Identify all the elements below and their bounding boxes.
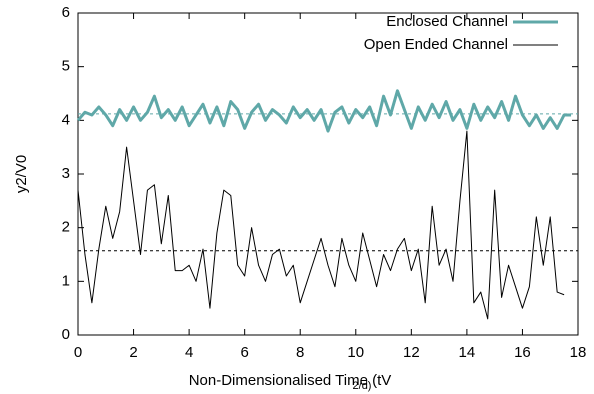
x-tick-label: 8	[296, 344, 304, 361]
x-tick-label: 2	[129, 344, 137, 361]
x-tick-label: 12	[403, 344, 420, 361]
y-tick-label: 1	[62, 272, 70, 289]
x-tick-label: 4	[185, 344, 193, 361]
series-line	[77, 130, 565, 320]
x-tick-label: 18	[570, 344, 587, 361]
x-tick-label: 14	[459, 344, 476, 361]
series-line	[76, 89, 572, 133]
x-tick-label: 6	[240, 344, 248, 361]
y-tick-label: 2	[62, 219, 70, 236]
y-axis-label: y2/V0	[13, 155, 30, 193]
x-axis-label: Non-Dimensionalised Time (tV	[189, 372, 392, 389]
x-tick-label: 10	[347, 344, 364, 361]
plot-frame	[77, 12, 579, 336]
x-axis-label-subscript: 2/d)	[353, 380, 372, 392]
y-tick-label: 0	[62, 326, 70, 343]
x-tick-label: 16	[514, 344, 531, 361]
y-tick-label: 6	[62, 4, 70, 21]
x-tick-label: 0	[74, 344, 82, 361]
legend-label: Enclosed Channel	[386, 13, 508, 30]
y-tick-label: 5	[62, 58, 70, 75]
y-tick-label: 4	[62, 111, 70, 128]
legend-label: Open Ended Channel	[364, 36, 508, 53]
y-tick-label: 3	[62, 165, 70, 182]
